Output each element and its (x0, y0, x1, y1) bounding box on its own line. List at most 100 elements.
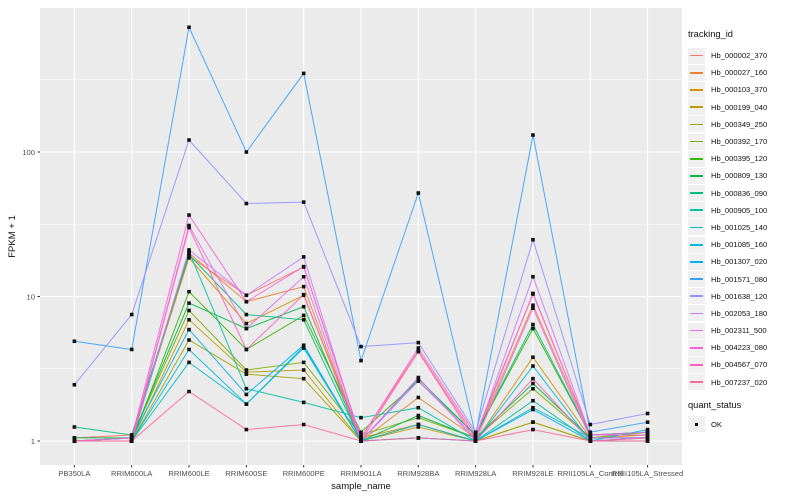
legend-key (688, 81, 705, 98)
legend-line-swatch (690, 140, 703, 143)
legend-item-quant-ok: OK (688, 416, 800, 433)
data-point (129, 312, 134, 317)
legend-item: Hb_000392_170 (688, 133, 800, 150)
data-point (473, 433, 478, 437)
data-point (72, 439, 77, 443)
legend-title-quant-status: quant_status (688, 399, 742, 410)
data-point (531, 237, 535, 242)
legend-item: Hb_000395_120 (688, 150, 800, 167)
legend-key (688, 305, 705, 322)
data-point (531, 303, 535, 308)
data-point (531, 133, 535, 137)
legend-item: Hb_000103_370 (688, 81, 800, 98)
data-point (645, 433, 650, 437)
data-point (359, 344, 363, 349)
legend-line-swatch (690, 106, 703, 108)
data-point (301, 71, 306, 76)
chart-layers: 1 10 100 PB350LA RRIM600LA RRIM600LE RRIM600SE… (22, 8, 683, 478)
legend-item: Hb_001638_120 (688, 288, 800, 305)
legend-item: Hb_000809_130 (688, 167, 800, 184)
x-tick-label: RRIM600LE (168, 469, 209, 478)
legend-line-swatch (690, 364, 703, 366)
data-point (187, 327, 191, 332)
y-axis-title: FPKM + 1 (7, 215, 18, 258)
legend-line-swatch (690, 261, 703, 263)
data-point (187, 25, 191, 30)
legend-item-label: Hb_004567_070 (711, 360, 768, 370)
y-tick-label: 100 (22, 148, 35, 157)
data-point (531, 306, 535, 310)
legend-item: Hb_007237_020 (688, 374, 800, 391)
data-point (129, 439, 134, 443)
legend-line-swatch (690, 278, 703, 280)
data-point (187, 301, 191, 305)
legend-item-label: Hb_007237_020 (711, 377, 768, 387)
data-point (187, 225, 191, 230)
legend-key (688, 47, 705, 64)
legend-item-label: Hb_000349_250 (711, 119, 768, 129)
data-point (129, 433, 134, 437)
legend-item: Hb_002053_180 (688, 305, 800, 322)
x-tick-label: RRIM600SE (225, 469, 267, 478)
data-point (416, 379, 421, 383)
data-point (645, 439, 650, 443)
legend-item-label: Hb_000392_170 (711, 137, 768, 147)
data-point (187, 256, 191, 260)
data-point (301, 360, 306, 365)
legend-key (688, 64, 705, 81)
data-point (301, 264, 306, 269)
legend-line-swatch (690, 192, 703, 194)
data-point (244, 347, 249, 352)
legend-item-label: Hb_000027_160 (711, 68, 768, 78)
data-point (244, 368, 249, 372)
legend-line-swatch (690, 157, 703, 160)
legend-item: Hb_004223_080 (688, 339, 800, 356)
legend-item-label: Hb_004223_080 (711, 343, 768, 353)
legend-key (688, 288, 705, 305)
legend-key (688, 150, 705, 167)
data-point (531, 405, 535, 410)
data-point (301, 343, 306, 348)
legend-item-label: OK (711, 419, 722, 429)
data-point (416, 395, 421, 400)
data-point (473, 439, 478, 443)
x-tick-label: PB350LA (58, 469, 91, 478)
x-tick-label: RRIM928BA (397, 469, 440, 478)
x-tick-label: RRIM928LA (455, 469, 497, 478)
data-point (301, 368, 306, 372)
data-point (244, 386, 249, 391)
legend-key (688, 116, 705, 133)
legend-line-swatch (690, 295, 703, 298)
data-point (244, 150, 249, 154)
data-point (359, 436, 363, 440)
legend-item: Hb_001025_140 (688, 219, 800, 236)
data-point (531, 355, 535, 360)
data-point (645, 420, 650, 424)
data-point (301, 274, 306, 279)
data-point (531, 364, 535, 368)
data-point (416, 425, 421, 429)
legend-key (688, 219, 705, 236)
data-point (244, 326, 249, 331)
legend-line-swatch (690, 54, 703, 57)
data-point (588, 430, 593, 435)
data-point (187, 213, 191, 217)
data-point (531, 407, 535, 412)
data-point (129, 436, 134, 440)
y-tick-label: 10 (27, 292, 35, 301)
legend-key (688, 99, 705, 116)
legend-key (688, 253, 705, 270)
data-point (531, 381, 535, 386)
legend-key (688, 322, 705, 339)
legend-item: Hb_000002_370 (688, 47, 800, 64)
legend-items: Hb_000002_370 Hb_000027_160 Hb_000103_370 H… (688, 47, 800, 391)
legend-line-swatch (690, 329, 703, 332)
data-point (72, 436, 77, 440)
data-point (72, 425, 77, 429)
data-point (531, 274, 535, 279)
legend-item-label: Hb_000905_100 (711, 205, 768, 215)
data-point (244, 427, 249, 432)
legend-key (688, 185, 705, 202)
